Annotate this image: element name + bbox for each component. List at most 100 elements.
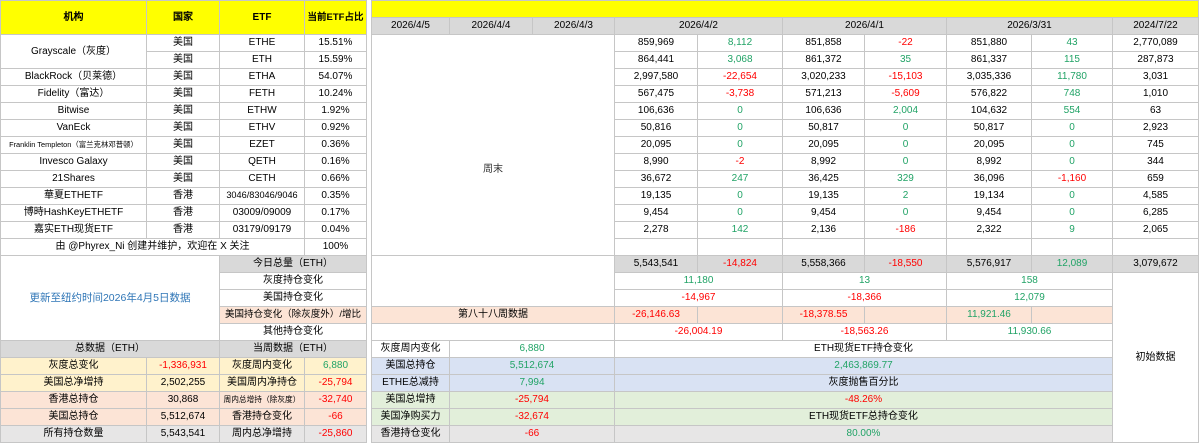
totals-label-cell[interactable]: 美国总增持 <box>371 392 450 409</box>
institution-cell[interactable]: 華夏ETHETF <box>0 188 147 205</box>
initial-holding-cell[interactable]: 344 <box>1113 154 1199 171</box>
date-header[interactable]: 2026/4/1 <box>783 18 947 35</box>
institution-cell[interactable]: Fidelity（富达） <box>0 86 147 103</box>
initial-holding-cell[interactable]: 2,923 <box>1113 120 1199 137</box>
share-cell[interactable]: 0.35% <box>305 188 367 205</box>
totals-value-cell[interactable]: -32,674 <box>450 409 615 426</box>
totals-value-cell[interactable]: -66 <box>450 426 615 443</box>
holding-cell[interactable]: 9,454 <box>783 205 865 222</box>
change-cell[interactable]: 8,112 <box>698 35 783 52</box>
totals-label-cell[interactable]: 美国周内净持仓 <box>220 375 305 392</box>
change-cell[interactable]: 2 <box>865 188 947 205</box>
date-header[interactable]: 2024/7/22 <box>1113 18 1199 35</box>
total-share-cell[interactable]: 100% <box>305 239 367 256</box>
ticker-cell[interactable]: ETHW <box>220 103 305 120</box>
institution-cell[interactable]: Grayscale（灰度） <box>0 35 147 69</box>
summary-value-cell[interactable]: -26,004.19 <box>615 324 783 341</box>
date-header[interactable]: 2026/4/2 <box>615 18 783 35</box>
ticker-cell[interactable]: ETH <box>220 52 305 69</box>
holding-cell[interactable]: 2,322 <box>947 222 1032 239</box>
change-cell[interactable]: 142 <box>698 222 783 239</box>
holding-cell[interactable]: 106,636 <box>615 103 698 120</box>
country-cell[interactable]: 香港 <box>147 205 220 222</box>
share-cell[interactable]: 0.04% <box>305 222 367 239</box>
week-number-cell[interactable]: 第八十八周数据 <box>371 307 615 324</box>
change-cell[interactable]: 0 <box>865 137 947 154</box>
share-cell[interactable]: 0.36% <box>305 137 367 154</box>
totals-label-cell[interactable]: 所有持仓数量 <box>0 426 147 443</box>
holding-cell[interactable]: 36,672 <box>615 171 698 188</box>
initial-holding-cell[interactable]: 6,285 <box>1113 205 1199 222</box>
week-section-header[interactable]: 当周数据（ETH） <box>220 341 367 358</box>
initial-holding-cell[interactable]: 4,585 <box>1113 188 1199 205</box>
initial-holding-cell[interactable]: 2,770,089 <box>1113 35 1199 52</box>
totals-value-cell[interactable]: 2,502,255 <box>147 375 220 392</box>
totals-value-cell[interactable]: -66 <box>305 409 367 426</box>
initial-holding-cell[interactable]: 63 <box>1113 103 1199 120</box>
summary-value-cell[interactable]: 11,180 <box>615 273 783 290</box>
summary-value-cell[interactable] <box>698 307 783 324</box>
summary-value-cell[interactable]: 12,089 <box>1032 256 1113 273</box>
holding-cell[interactable]: 50,817 <box>947 120 1032 137</box>
totals-label-cell[interactable]: 香港总持仓 <box>0 392 147 409</box>
country-cell[interactable]: 美国 <box>147 171 220 188</box>
change-cell[interactable]: 329 <box>865 171 947 188</box>
change-cell[interactable]: -15,103 <box>865 69 947 86</box>
totals-value-cell[interactable]: -25,794 <box>450 392 615 409</box>
summary-value-cell[interactable]: 11,921.46 <box>947 307 1032 324</box>
summary-value-cell[interactable]: -18,550 <box>865 256 947 273</box>
summary-value-cell[interactable]: -26,146.63 <box>615 307 698 324</box>
change-cell[interactable]: -3,738 <box>698 86 783 103</box>
totals-label-cell[interactable]: 周内总增持（除灰度） <box>220 392 305 409</box>
wide-metric-cell[interactable]: -48.26% <box>615 392 1113 409</box>
summary-value-cell[interactable]: 5,576,917 <box>947 256 1032 273</box>
share-cell[interactable]: 10.24% <box>305 86 367 103</box>
change-cell[interactable]: 554 <box>1032 103 1113 120</box>
holding-cell[interactable]: 104,632 <box>947 103 1032 120</box>
date-header[interactable]: 2026/4/5 <box>371 18 450 35</box>
share-cell[interactable]: 15.59% <box>305 52 367 69</box>
date-header[interactable]: 2026/3/31 <box>947 18 1113 35</box>
change-cell[interactable]: 43 <box>1032 35 1113 52</box>
change-cell[interactable]: -22,654 <box>698 69 783 86</box>
holding-cell[interactable]: 106,636 <box>783 103 865 120</box>
holding-cell[interactable]: 8,990 <box>615 154 698 171</box>
totals-label-cell[interactable]: 灰度总变化 <box>0 358 147 375</box>
country-cell[interactable]: 美国 <box>147 154 220 171</box>
totals-section-header[interactable]: 总数据（ETH） <box>0 341 220 358</box>
institution-cell[interactable]: Invesco Galaxy <box>0 154 147 171</box>
summary-value-cell[interactable] <box>1032 307 1113 324</box>
ticker-cell[interactable]: 03179/09179 <box>220 222 305 239</box>
country-cell[interactable]: 香港 <box>147 222 220 239</box>
change-cell[interactable]: 0 <box>698 120 783 137</box>
holding-cell[interactable]: 19,135 <box>783 188 865 205</box>
share-cell[interactable]: 1.92% <box>305 103 367 120</box>
totals-value-cell[interactable]: 6,880 <box>450 341 615 358</box>
totals-value-cell[interactable]: 5,512,674 <box>147 409 220 426</box>
holding-cell[interactable]: 571,213 <box>783 86 865 103</box>
summary-row-label[interactable]: 灰度持仓变化 <box>220 273 367 290</box>
totals-value-cell[interactable]: 7,994 <box>450 375 615 392</box>
wide-metric-cell[interactable]: ETH现货ETF持仓变化 <box>615 341 1113 358</box>
share-cell[interactable]: 54.07% <box>305 69 367 86</box>
initial-holding-cell[interactable]: 3,031 <box>1113 69 1199 86</box>
summary-row-label[interactable]: 美国持仓变化 <box>220 290 367 307</box>
initial-holding-cell[interactable]: 2,065 <box>1113 222 1199 239</box>
summary-value-cell[interactable]: 11,930.66 <box>947 324 1113 341</box>
date-header[interactable]: 2026/4/4 <box>450 18 533 35</box>
totals-label-cell[interactable]: 灰度周内变化 <box>220 358 305 375</box>
totals-value-cell[interactable]: 6,880 <box>305 358 367 375</box>
change-cell[interactable]: 115 <box>1032 52 1113 69</box>
institution-cell[interactable]: 21Shares <box>0 171 147 188</box>
change-cell[interactable]: 11,780 <box>1032 69 1113 86</box>
change-cell[interactable]: 0 <box>865 205 947 222</box>
share-cell[interactable]: 0.92% <box>305 120 367 137</box>
summary-row-label[interactable]: 美国持仓变化（除灰度外）/增比 <box>220 307 367 324</box>
ticker-cell[interactable]: 03009/09009 <box>220 205 305 222</box>
holding-cell[interactable]: 567,475 <box>615 86 698 103</box>
institution-cell[interactable]: BlackRock（贝莱德） <box>0 69 147 86</box>
change-cell[interactable]: -2 <box>698 154 783 171</box>
summary-value-cell[interactable]: 3,079,672 <box>1113 256 1199 273</box>
change-cell[interactable]: 0 <box>698 188 783 205</box>
institution-cell[interactable]: 博時HashKeyETHETF <box>0 205 147 222</box>
